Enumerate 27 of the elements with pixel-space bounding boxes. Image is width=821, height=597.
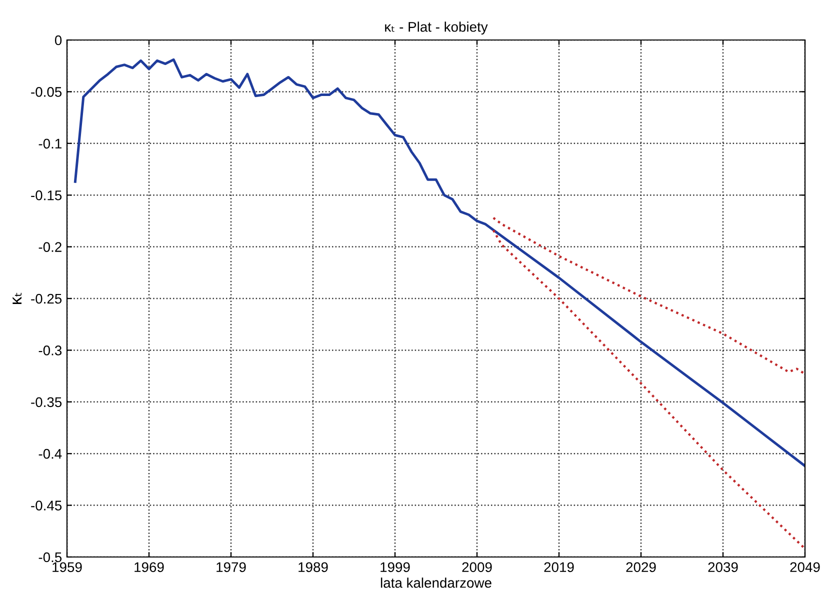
- y-tick-label: 0: [54, 35, 62, 46]
- x-tick-label: 2039: [708, 562, 738, 572]
- y-tick-label: -0.1: [38, 138, 62, 149]
- y-tick-label: -0.5: [38, 552, 62, 562]
- line-series: [492, 216, 805, 376]
- y-tick-label: -0.45: [31, 500, 62, 510]
- y-tick-label: -0.2: [38, 242, 62, 252]
- chart-title: κₜ - Plat - kobiety: [385, 22, 488, 35]
- y-tick-label: -0.05: [31, 87, 62, 97]
- x-tick-label: 1979: [216, 562, 246, 572]
- x-tick-label: 1969: [134, 562, 164, 572]
- y-tick-label: -0.3: [38, 346, 62, 356]
- line-series: [492, 229, 805, 550]
- y-tick-label: -0.15: [31, 190, 62, 200]
- x-tick-label: 2029: [626, 562, 656, 572]
- y-tick-label: -0.25: [31, 294, 62, 304]
- x-tick-label: 1959: [52, 562, 82, 572]
- x-tick-label: 1999: [380, 562, 410, 572]
- x-tick-label: 1989: [298, 562, 328, 572]
- x-tick-label: 2049: [790, 562, 820, 572]
- y-tick-label: -0.35: [31, 397, 62, 408]
- x-tick-label: 2009: [462, 562, 492, 572]
- y-tick-label: -0.4: [38, 448, 62, 459]
- line-series: [74, 58, 805, 468]
- x-tick-label: 2019: [544, 562, 574, 572]
- x-axis-title: lata kalendarzowe: [380, 578, 492, 588]
- y-axis-title: κₜ: [12, 292, 22, 304]
